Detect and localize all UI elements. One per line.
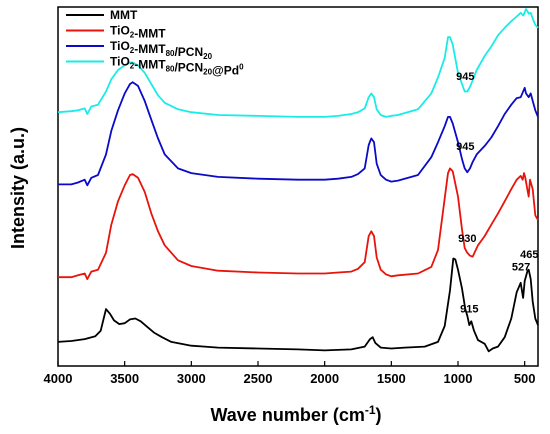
legend-label-part: 20 — [203, 52, 212, 61]
legend-label-part: MMT — [110, 8, 138, 22]
legend-label-part: 2 — [130, 46, 135, 55]
x-tick-label: 3500 — [110, 371, 139, 386]
legend-label-part: 80 — [166, 49, 175, 58]
x-axis-title-superscript: -1 — [365, 403, 376, 417]
legend-label-part: TiO — [110, 39, 130, 53]
peak-label: 527 — [512, 261, 530, 273]
y-axis-title: Intensity (a.u.) — [8, 127, 28, 249]
series-line-2 — [58, 167, 539, 280]
legend-label-part: 80 — [166, 65, 175, 74]
x-axis-ticks: 4000 3500 3000 2500 2000 1500 1000 500 — [44, 361, 536, 386]
legend-label-part: 2 — [130, 62, 135, 71]
series-line-1 — [57, 257, 539, 353]
legend-label: TiO2-MMT — [110, 24, 166, 41]
x-axis-title-end: ) — [376, 405, 382, 425]
legend-label-part: /PCN — [174, 61, 203, 75]
legend-label: TiO2-MMT80/PCN20 — [110, 39, 213, 61]
legend-label-part: -MMT — [134, 42, 166, 56]
legend: MMTTiO2-MMTTiO2-MMT80/PCN20TiO2-MMT80/PC… — [66, 8, 244, 78]
peak-label: 465 — [520, 249, 538, 261]
peak-label: 930 — [458, 233, 476, 245]
peak-label: 915 — [460, 303, 478, 315]
x-tick-label: 1500 — [377, 371, 406, 386]
legend-label: MMT — [110, 8, 138, 22]
legend-label-part: TiO — [110, 24, 130, 38]
legend-label-part: 20 — [203, 68, 212, 77]
legend-label-part: 2 — [130, 31, 135, 40]
series-layer — [57, 8, 539, 353]
legend-label: TiO2-MMT80/PCN20@Pd0 — [110, 55, 244, 78]
x-tick-label: 500 — [514, 371, 536, 386]
x-tick-label: 4000 — [44, 371, 73, 386]
legend-label-part: 0 — [239, 63, 244, 72]
x-tick-label: 2000 — [310, 371, 339, 386]
x-tick-label: 2500 — [244, 371, 273, 386]
peak-label: 945 — [456, 141, 474, 153]
x-tick-label: 3000 — [177, 371, 206, 386]
x-tick-label: 1000 — [444, 371, 473, 386]
legend-label-part: -MMT — [134, 27, 166, 41]
peak-label: 945 — [456, 71, 474, 83]
legend-label-part: TiO — [110, 55, 130, 69]
x-axis-title-main: Wave number (cm — [210, 405, 364, 425]
legend-label-part: -MMT — [134, 58, 166, 72]
legend-label-part: /PCN — [174, 45, 203, 59]
legend-label-part: @Pd — [212, 64, 239, 78]
plot-frame — [57, 6, 539, 367]
x-axis-title: Wave number (cm-1) — [210, 403, 381, 425]
series-line-3 — [58, 81, 539, 187]
series-line-4 — [57, 8, 539, 118]
